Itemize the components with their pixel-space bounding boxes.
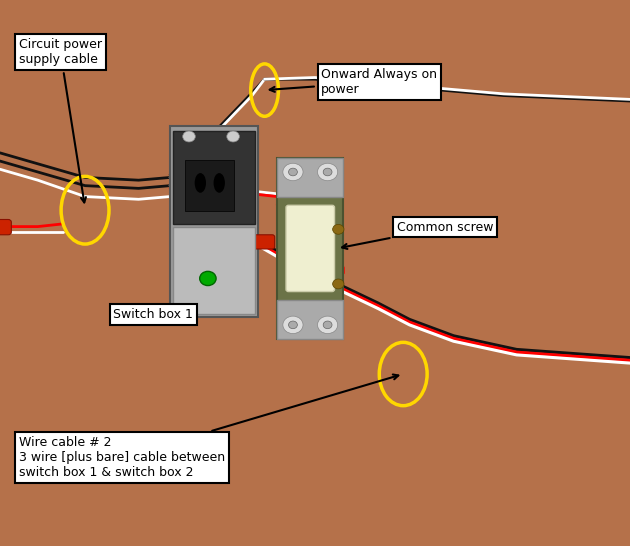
FancyBboxPatch shape xyxy=(277,158,343,339)
Ellipse shape xyxy=(195,173,206,193)
FancyBboxPatch shape xyxy=(173,227,255,314)
Circle shape xyxy=(333,224,344,234)
Circle shape xyxy=(283,163,303,181)
FancyBboxPatch shape xyxy=(277,300,343,339)
Text: Circuit power
supply cable: Circuit power supply cable xyxy=(19,38,102,203)
FancyBboxPatch shape xyxy=(254,235,275,249)
Circle shape xyxy=(323,321,332,329)
Circle shape xyxy=(318,163,338,181)
Circle shape xyxy=(289,321,297,329)
Circle shape xyxy=(283,316,303,334)
Text: Switch box 1: Switch box 1 xyxy=(113,308,193,321)
Circle shape xyxy=(333,279,344,289)
FancyBboxPatch shape xyxy=(173,131,255,224)
Text: Common screw: Common screw xyxy=(342,221,493,249)
Ellipse shape xyxy=(214,173,225,193)
FancyBboxPatch shape xyxy=(277,158,343,197)
FancyBboxPatch shape xyxy=(0,219,11,235)
Circle shape xyxy=(200,271,216,286)
Text: Onward Always on
power: Onward Always on power xyxy=(270,68,437,96)
FancyBboxPatch shape xyxy=(170,126,258,317)
FancyBboxPatch shape xyxy=(185,160,234,211)
Circle shape xyxy=(183,131,195,142)
Circle shape xyxy=(318,316,338,334)
FancyBboxPatch shape xyxy=(286,205,335,292)
Circle shape xyxy=(289,168,297,176)
Text: Wire cable # 2
3 wire [plus bare] cable between
switch box 1 & switch box 2: Wire cable # 2 3 wire [plus bare] cable … xyxy=(19,375,398,479)
Circle shape xyxy=(227,131,239,142)
Circle shape xyxy=(323,168,332,176)
